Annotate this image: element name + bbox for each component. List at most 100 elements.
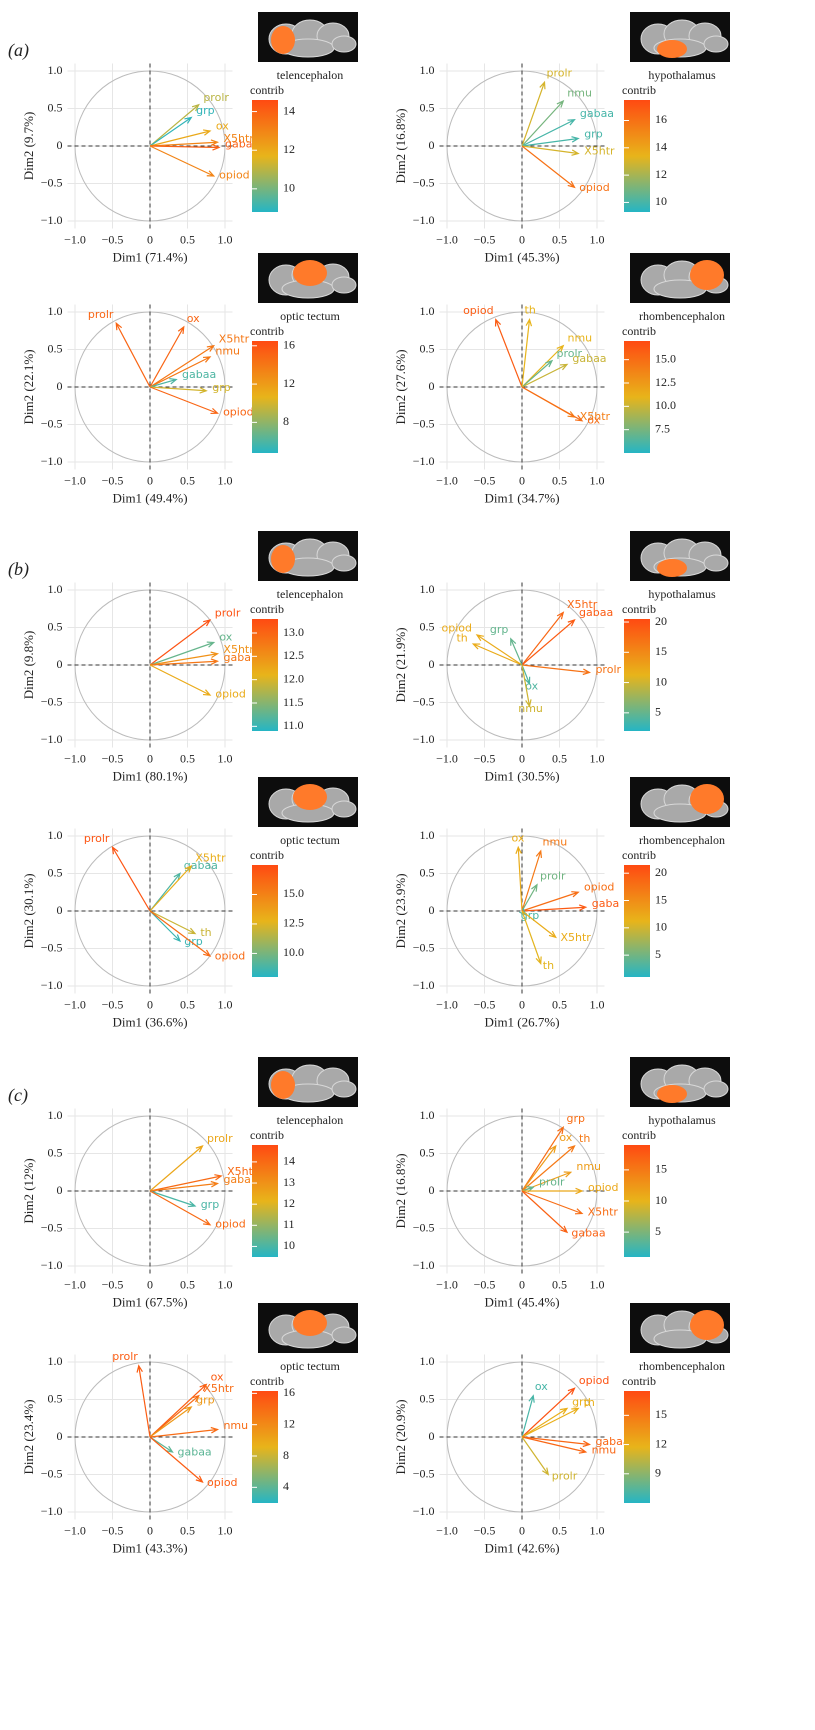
variable-arrow: [149, 103, 200, 147]
colorbar-title: contrib: [622, 1128, 656, 1142]
colorbar-title: contrib: [622, 324, 656, 338]
x-tick-label: 0.5: [180, 1277, 195, 1291]
colorbar-title: contrib: [250, 83, 284, 97]
region-name: rhombencephalon: [639, 833, 725, 847]
x-tick-label: −0.5: [102, 473, 124, 487]
panel: −1.0 −0.5 0 0.5 1.0 −1.0 −0.5 0 0.5 1.0 Dim1 (43.3…: [21, 1303, 358, 1555]
variable-arrow: [149, 1190, 212, 1226]
y-tick-label: −1.0: [413, 213, 435, 227]
variable-arrow: [149, 386, 219, 415]
colorbar-tick-label: 10.0: [283, 945, 304, 959]
colorbar-tick-label: 10: [655, 194, 667, 208]
variable-arrow: [149, 619, 212, 666]
arrow-label: ox: [525, 679, 538, 692]
arrow-label: th: [200, 926, 211, 939]
arrow-label: nmu: [215, 344, 240, 357]
variable-arrow: [521, 1436, 550, 1476]
x-tick-label: −0.5: [474, 751, 496, 765]
variable-arrow: [521, 883, 538, 912]
variable-arrow: [149, 325, 185, 388]
x-tick-label: 0: [519, 751, 525, 765]
colorbar-tick-label: 12.5: [283, 648, 304, 662]
x-tick-label: 0: [147, 997, 153, 1011]
colorbar-tick-label: 11: [283, 1217, 295, 1231]
y-tick-label: −1.0: [41, 454, 63, 468]
y-tick-label: 0.5: [48, 1391, 63, 1405]
x-tick-label: −0.5: [102, 997, 124, 1011]
variable-arrow: [149, 145, 216, 177]
region-name: telencephalon: [277, 1113, 344, 1127]
y-tick-label: 1.0: [420, 63, 435, 77]
x-tick-label: −0.5: [474, 1523, 496, 1537]
arrow-label: ox: [587, 414, 600, 427]
x-tick-label: 1.0: [590, 997, 605, 1011]
colorbar-tick-label: 12: [283, 376, 295, 390]
brain-lobe: [703, 554, 729, 572]
variable-arrow: [521, 664, 532, 708]
x-tick-label: −1.0: [64, 1277, 86, 1291]
colorbar: [624, 619, 650, 731]
arrow-label: grp: [584, 128, 603, 141]
variable-arrow: [494, 318, 523, 388]
arrow-label: X5htr: [567, 598, 598, 611]
x-tick-label: 1.0: [590, 473, 605, 487]
variable-arrow: [149, 144, 221, 151]
colorbar-tick-label: 12: [283, 142, 295, 156]
brain-region: [690, 260, 724, 290]
variable-arrow: [115, 321, 151, 388]
x-axis-label: Dim1 (30.5%): [484, 768, 559, 783]
panel: −1.0 −0.5 0 0.5 1.0 −1.0 −0.5 0 0.5 1.0 Dim1 (26.7…: [393, 777, 730, 1029]
colorbar-tick-label: 15: [655, 644, 667, 658]
y-tick-label: 1.0: [420, 828, 435, 842]
x-axis-label: Dim1 (49.4%): [112, 490, 187, 505]
arrow-label: X5htr: [580, 410, 611, 423]
x-axis-label: Dim1 (45.3%): [484, 249, 559, 264]
variable-arrow: [521, 99, 565, 147]
arrow-label: grp: [196, 104, 215, 117]
variable-arrow: [521, 1394, 535, 1438]
arrow-label: X5htr: [219, 332, 250, 345]
colorbar-tick-label: 7.5: [655, 421, 670, 435]
variable-arrow: [521, 1125, 565, 1192]
variable-arrow: [521, 119, 576, 147]
y-tick-label: −0.5: [413, 1220, 435, 1234]
x-tick-label: 1.0: [218, 232, 233, 246]
variable-arrow: [149, 910, 182, 943]
colorbar-tick-label: 20: [655, 614, 667, 628]
brain-region: [657, 1085, 687, 1103]
variable-arrow: [521, 910, 557, 939]
x-tick-label: 1.0: [590, 232, 605, 246]
y-tick-label: −1.0: [41, 978, 63, 992]
x-tick-label: 0.5: [180, 1523, 195, 1537]
y-tick-label: −0.5: [413, 416, 435, 430]
arrow-label: opiod: [442, 622, 472, 635]
arrow-label: opiod: [584, 880, 614, 893]
colorbar-tick-label: 16: [283, 1385, 295, 1399]
colorbar-tick-label: 15: [655, 892, 667, 906]
colorbar: [624, 100, 650, 212]
arrow-label: gaba: [223, 1173, 250, 1186]
arrow-label: X5htr: [588, 1206, 619, 1219]
colorbar-tick-label: 9: [655, 1466, 661, 1480]
y-tick-label: −0.5: [41, 1220, 63, 1234]
variable-arrow: [149, 386, 208, 394]
variable-arrow: [521, 1407, 569, 1438]
y-tick-label: −0.5: [41, 694, 63, 708]
y-tick-label: −1.0: [413, 1504, 435, 1518]
panel-label: (c): [8, 1085, 28, 1106]
y-tick-label: 1.0: [420, 304, 435, 318]
x-tick-label: 0: [147, 1277, 153, 1291]
y-tick-label: 1.0: [420, 1354, 435, 1368]
variable-arrow: [521, 1186, 535, 1193]
brain-lobe: [331, 1326, 357, 1344]
colorbar-title: contrib: [622, 83, 656, 97]
arrow-label: nmu: [543, 835, 568, 848]
y-tick-label: −1.0: [413, 1258, 435, 1272]
panel: −1.0 −0.5 0 0.5 1.0 −1.0 −0.5 0 0.5 1.0 Dim1 (80.1…: [8, 531, 358, 783]
x-tick-label: −0.5: [474, 1277, 496, 1291]
arrow-label: nmu: [567, 87, 592, 100]
arrow-label: opiod: [463, 304, 493, 317]
variable-arrow: [149, 356, 212, 388]
arrow-label: prolr: [552, 1469, 578, 1482]
x-tick-label: 1.0: [590, 1277, 605, 1291]
